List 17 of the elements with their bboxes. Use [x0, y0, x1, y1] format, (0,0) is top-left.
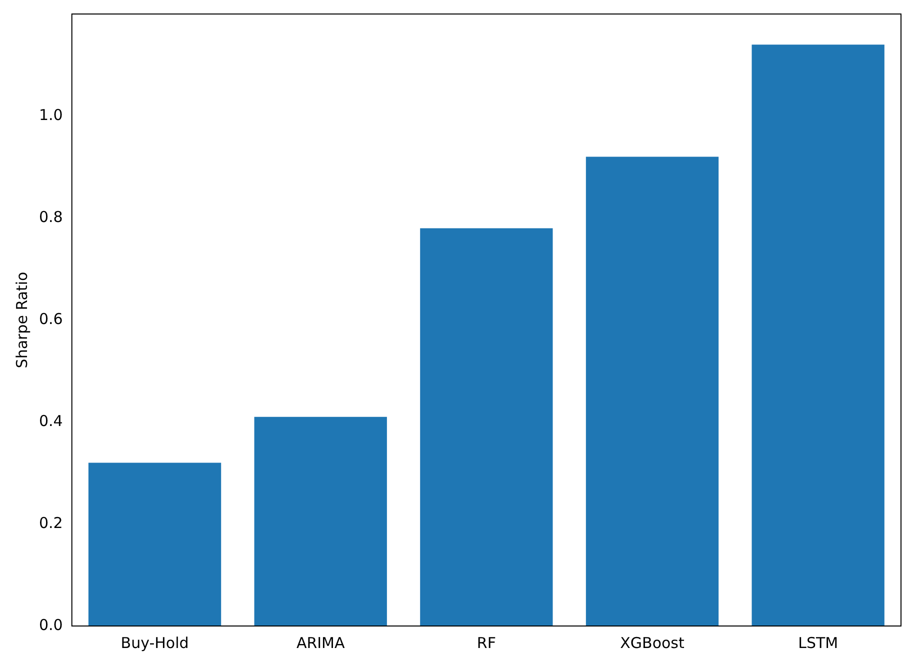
- y-axis-title: Sharpe Ratio: [12, 272, 31, 368]
- y-tick-label: 0.4: [38, 412, 63, 430]
- y-tick-label: 0.2: [38, 514, 63, 532]
- x-tick-label: LSTM: [798, 634, 838, 652]
- x-tick-label: RF: [476, 634, 496, 652]
- y-tick-label: 0.8: [38, 208, 63, 226]
- x-tick-label: Buy-Hold: [120, 634, 189, 652]
- bar: [586, 156, 719, 626]
- x-tick-label: ARIMA: [296, 634, 346, 652]
- y-tick-label: 0.0: [38, 616, 63, 634]
- bar: [420, 228, 553, 626]
- bar: [88, 462, 222, 626]
- bar: [254, 416, 387, 626]
- y-tick-label: 1.0: [38, 106, 63, 124]
- y-tick-label: 0.6: [38, 310, 63, 328]
- x-tick-label: XGBoost: [620, 634, 684, 652]
- bar: [752, 44, 884, 626]
